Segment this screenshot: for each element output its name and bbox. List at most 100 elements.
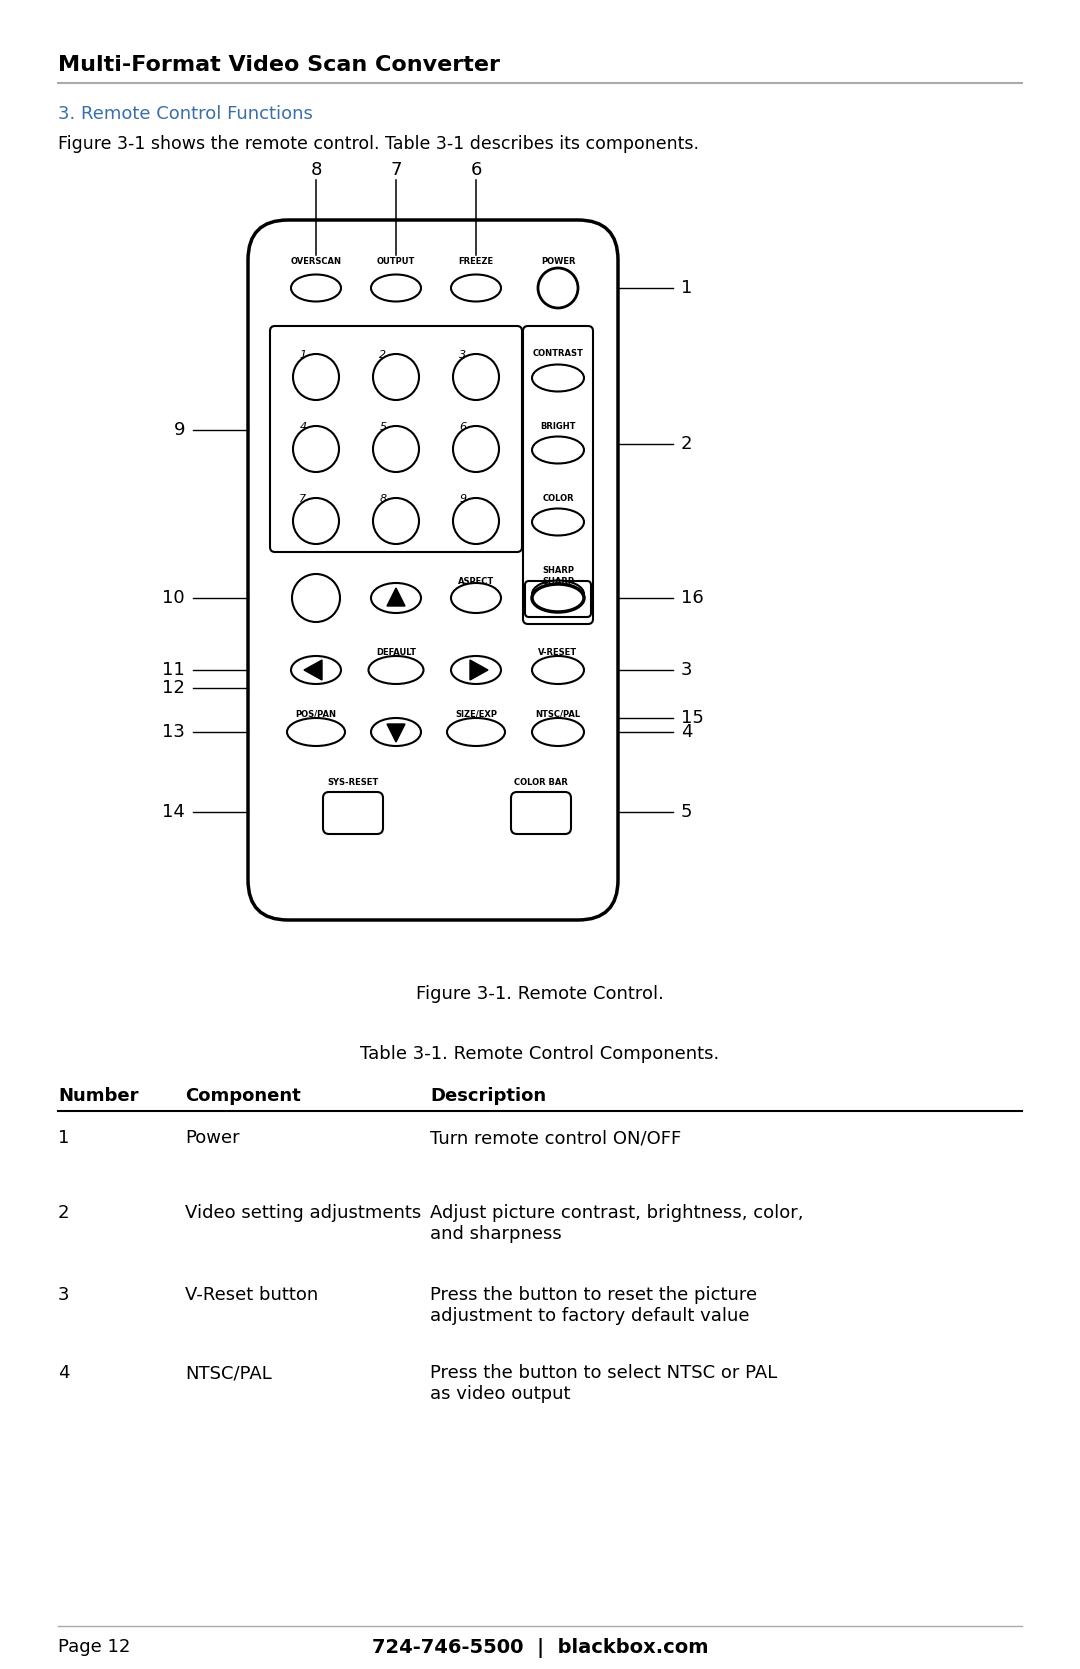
Text: 3: 3: [459, 350, 467, 361]
Ellipse shape: [532, 509, 584, 536]
Ellipse shape: [532, 437, 584, 464]
Circle shape: [292, 574, 340, 623]
Ellipse shape: [532, 584, 584, 613]
Polygon shape: [303, 659, 322, 679]
Ellipse shape: [451, 274, 501, 302]
Text: 12: 12: [162, 679, 185, 698]
Ellipse shape: [532, 581, 584, 608]
Text: OUTPUT: OUTPUT: [377, 257, 415, 267]
Text: 2: 2: [681, 436, 692, 452]
FancyBboxPatch shape: [525, 581, 591, 618]
Ellipse shape: [451, 582, 501, 613]
Text: Number: Number: [58, 1087, 138, 1105]
Text: BRIGHT: BRIGHT: [540, 422, 576, 431]
Text: 3. Remote Control Functions: 3. Remote Control Functions: [58, 105, 313, 124]
Text: ASPECT: ASPECT: [458, 576, 495, 586]
Circle shape: [453, 497, 499, 544]
Text: V-RESET: V-RESET: [539, 648, 578, 656]
Text: V-Reset button: V-Reset button: [185, 1287, 319, 1303]
Text: Adjust picture contrast, brightness, color,
and sharpness: Adjust picture contrast, brightness, col…: [430, 1203, 804, 1243]
FancyBboxPatch shape: [270, 325, 522, 552]
Text: 5: 5: [681, 803, 692, 821]
Ellipse shape: [372, 274, 421, 302]
Text: SIZE/EXP: SIZE/EXP: [455, 709, 497, 718]
Ellipse shape: [532, 718, 584, 746]
Ellipse shape: [372, 718, 421, 746]
Polygon shape: [387, 587, 405, 606]
Text: Power: Power: [185, 1128, 240, 1147]
Text: POWER: POWER: [541, 257, 576, 267]
Circle shape: [373, 354, 419, 401]
Text: 13: 13: [162, 723, 185, 741]
Ellipse shape: [287, 718, 345, 746]
Circle shape: [373, 497, 419, 544]
Text: Press the button to select NTSC or PAL
as video output: Press the button to select NTSC or PAL a…: [430, 1364, 778, 1404]
Text: Press the button to reset the picture
adjustment to factory default value: Press the button to reset the picture ad…: [430, 1287, 757, 1325]
Text: DEFAULT: DEFAULT: [376, 648, 416, 656]
Text: 8: 8: [379, 494, 387, 504]
Ellipse shape: [372, 582, 421, 613]
Text: 11: 11: [162, 661, 185, 679]
FancyBboxPatch shape: [248, 220, 618, 920]
Text: 7: 7: [299, 494, 307, 504]
Polygon shape: [470, 659, 488, 679]
Text: 1: 1: [681, 279, 692, 297]
Circle shape: [373, 426, 419, 472]
Ellipse shape: [451, 656, 501, 684]
Text: Multi-Format Video Scan Converter: Multi-Format Video Scan Converter: [58, 55, 500, 75]
Text: 4: 4: [299, 422, 307, 432]
Text: 4: 4: [681, 723, 692, 741]
Ellipse shape: [368, 656, 423, 684]
Text: 3: 3: [681, 661, 692, 679]
Circle shape: [293, 426, 339, 472]
Text: 7: 7: [390, 160, 402, 179]
Text: 16: 16: [681, 589, 704, 608]
Text: SHARP: SHARP: [542, 566, 573, 574]
Text: 6: 6: [470, 160, 482, 179]
Text: Description: Description: [430, 1087, 546, 1105]
Text: Turn remote control ON/OFF: Turn remote control ON/OFF: [430, 1128, 681, 1147]
Text: 4: 4: [58, 1364, 69, 1382]
Circle shape: [293, 497, 339, 544]
Text: 9: 9: [459, 494, 467, 504]
Text: NTSC/PAL: NTSC/PAL: [536, 709, 581, 718]
Text: 10: 10: [162, 589, 185, 608]
Text: 3: 3: [58, 1287, 69, 1303]
Text: 2: 2: [58, 1203, 69, 1222]
Ellipse shape: [532, 656, 584, 684]
Circle shape: [293, 354, 339, 401]
Ellipse shape: [447, 718, 505, 746]
Text: ZOOM: ZOOM: [301, 576, 330, 586]
Text: NTSC/PAL: NTSC/PAL: [185, 1364, 272, 1382]
Text: 1: 1: [58, 1128, 69, 1147]
Text: Page 12: Page 12: [58, 1637, 131, 1656]
FancyBboxPatch shape: [511, 793, 571, 834]
Text: OVERSCAN: OVERSCAN: [291, 257, 341, 267]
Circle shape: [538, 269, 578, 309]
Text: 6: 6: [459, 422, 467, 432]
Text: CONTRAST: CONTRAST: [532, 349, 583, 359]
Text: 9: 9: [174, 421, 185, 439]
Text: Table 3-1. Remote Control Components.: Table 3-1. Remote Control Components.: [361, 1045, 719, 1063]
Text: 1: 1: [299, 350, 307, 361]
Text: 724-746-5500  |  blackbox.com: 724-746-5500 | blackbox.com: [372, 1637, 708, 1657]
Circle shape: [453, 354, 499, 401]
Text: 15: 15: [681, 709, 704, 728]
Text: 14: 14: [162, 803, 185, 821]
Circle shape: [453, 426, 499, 472]
Polygon shape: [387, 724, 405, 743]
Text: COLOR BAR: COLOR BAR: [514, 778, 568, 786]
Text: FREEZE: FREEZE: [458, 257, 494, 267]
Ellipse shape: [291, 656, 341, 684]
Text: 2: 2: [379, 350, 387, 361]
FancyBboxPatch shape: [523, 325, 593, 624]
Text: Component: Component: [185, 1087, 300, 1105]
Text: 8: 8: [310, 160, 322, 179]
Text: SHARP: SHARP: [542, 576, 573, 586]
Text: Figure 3-1. Remote Control.: Figure 3-1. Remote Control.: [416, 985, 664, 1003]
Ellipse shape: [291, 274, 341, 302]
Text: COLOR: COLOR: [542, 494, 573, 502]
Text: 5: 5: [379, 422, 387, 432]
FancyBboxPatch shape: [323, 793, 383, 834]
Text: Video setting adjustments: Video setting adjustments: [185, 1203, 421, 1222]
